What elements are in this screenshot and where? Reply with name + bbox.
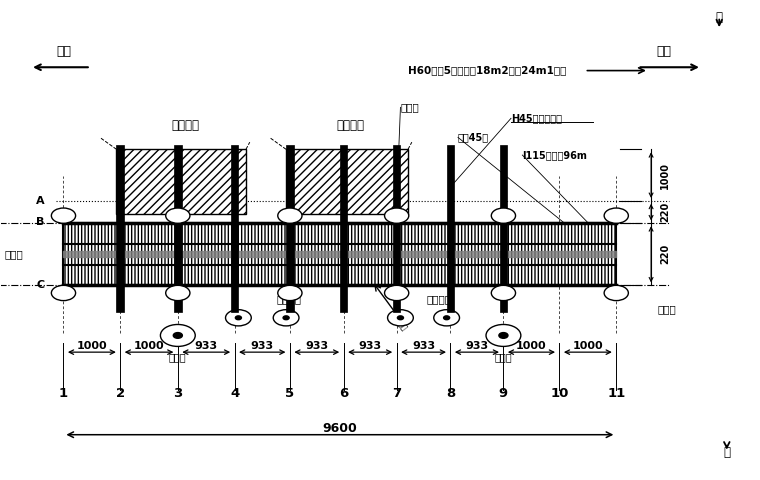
Text: 既有线: 既有线: [5, 249, 24, 259]
Text: 西安: 西安: [657, 45, 671, 58]
Bar: [64, 223, 616, 285]
Text: C: C: [36, 280, 45, 290]
Text: 9: 9: [499, 387, 508, 400]
Text: 11: 11: [607, 387, 625, 400]
Circle shape: [397, 316, 404, 320]
Bar: [286, 144, 293, 312]
Text: 933: 933: [195, 341, 218, 351]
Circle shape: [277, 285, 302, 300]
Text: 南: 南: [716, 12, 723, 24]
Text: I115工便枲96m: I115工便枲96m: [522, 150, 587, 160]
Text: 1000: 1000: [516, 341, 546, 351]
Text: 220: 220: [660, 244, 670, 264]
Text: 5: 5: [285, 387, 294, 400]
Bar: [499, 144, 507, 312]
Bar: [393, 144, 401, 312]
Bar: [286, 149, 408, 214]
Text: 1000: 1000: [572, 341, 603, 351]
Circle shape: [277, 208, 302, 223]
Text: 8: 8: [446, 387, 455, 400]
Text: 顶进笱桥: 顶进笱桥: [426, 294, 451, 304]
Bar: [447, 144, 454, 312]
Text: 挪孔栅: 挪孔栅: [658, 304, 676, 314]
Circle shape: [226, 310, 252, 326]
Text: 1000: 1000: [77, 341, 107, 351]
Text: 2: 2: [116, 387, 125, 400]
Bar: [174, 144, 182, 312]
Text: 9600: 9600: [322, 422, 357, 435]
Text: 防护栅: 防护栅: [495, 352, 512, 362]
Circle shape: [491, 208, 515, 223]
Circle shape: [160, 324, 195, 347]
Text: 防护栅: 防护栅: [169, 352, 187, 362]
Text: 现浇笱桥: 现浇笱桥: [171, 119, 199, 132]
Text: 7: 7: [392, 387, 401, 400]
Text: 933: 933: [412, 341, 435, 351]
Text: B: B: [36, 217, 45, 227]
Circle shape: [166, 285, 190, 300]
Circle shape: [283, 316, 289, 320]
Circle shape: [604, 285, 629, 300]
Circle shape: [499, 333, 508, 338]
Text: 钉枑45根: 钉枑45根: [458, 132, 489, 143]
Circle shape: [388, 310, 413, 326]
Text: 1000: 1000: [660, 162, 670, 189]
Circle shape: [486, 324, 521, 347]
Text: 6: 6: [339, 387, 348, 400]
Text: H60横梂5组，每组18m2根、24m1根。: H60横梂5组，每组18m2根、24m1根。: [408, 66, 566, 75]
Text: 933: 933: [251, 341, 274, 351]
Circle shape: [52, 285, 75, 300]
Text: 3: 3: [173, 387, 182, 400]
Text: 10: 10: [550, 387, 568, 400]
Circle shape: [434, 310, 460, 326]
Circle shape: [166, 208, 190, 223]
Text: 现浇笱桥: 现浇笱桥: [337, 119, 365, 132]
Circle shape: [385, 285, 409, 300]
Bar: [340, 144, 347, 312]
Circle shape: [444, 316, 450, 320]
Text: H45工字鑰纵棁: H45工字鑰纵棁: [511, 113, 562, 123]
Text: 抗移栅: 抗移栅: [401, 102, 420, 112]
Text: 4: 4: [230, 387, 239, 400]
Text: 933: 933: [465, 341, 489, 351]
Text: 1: 1: [59, 387, 68, 400]
Circle shape: [385, 208, 409, 223]
Text: 1000: 1000: [134, 341, 164, 351]
Text: 933: 933: [359, 341, 382, 351]
Text: A: A: [36, 196, 45, 206]
Text: 北: 北: [724, 446, 730, 459]
Circle shape: [274, 310, 299, 326]
Bar: [231, 144, 239, 312]
Circle shape: [52, 208, 75, 223]
Text: 南京: 南京: [56, 45, 71, 58]
Circle shape: [604, 208, 629, 223]
Text: 顶进方向: 顶进方向: [391, 313, 409, 333]
Text: 933: 933: [306, 341, 328, 351]
Circle shape: [491, 285, 515, 300]
Circle shape: [173, 333, 182, 338]
Text: 顶进笱桥: 顶进笱桥: [277, 294, 302, 304]
Text: 220: 220: [660, 202, 670, 222]
Bar: [116, 149, 246, 214]
Circle shape: [236, 316, 242, 320]
Bar: [116, 144, 124, 312]
